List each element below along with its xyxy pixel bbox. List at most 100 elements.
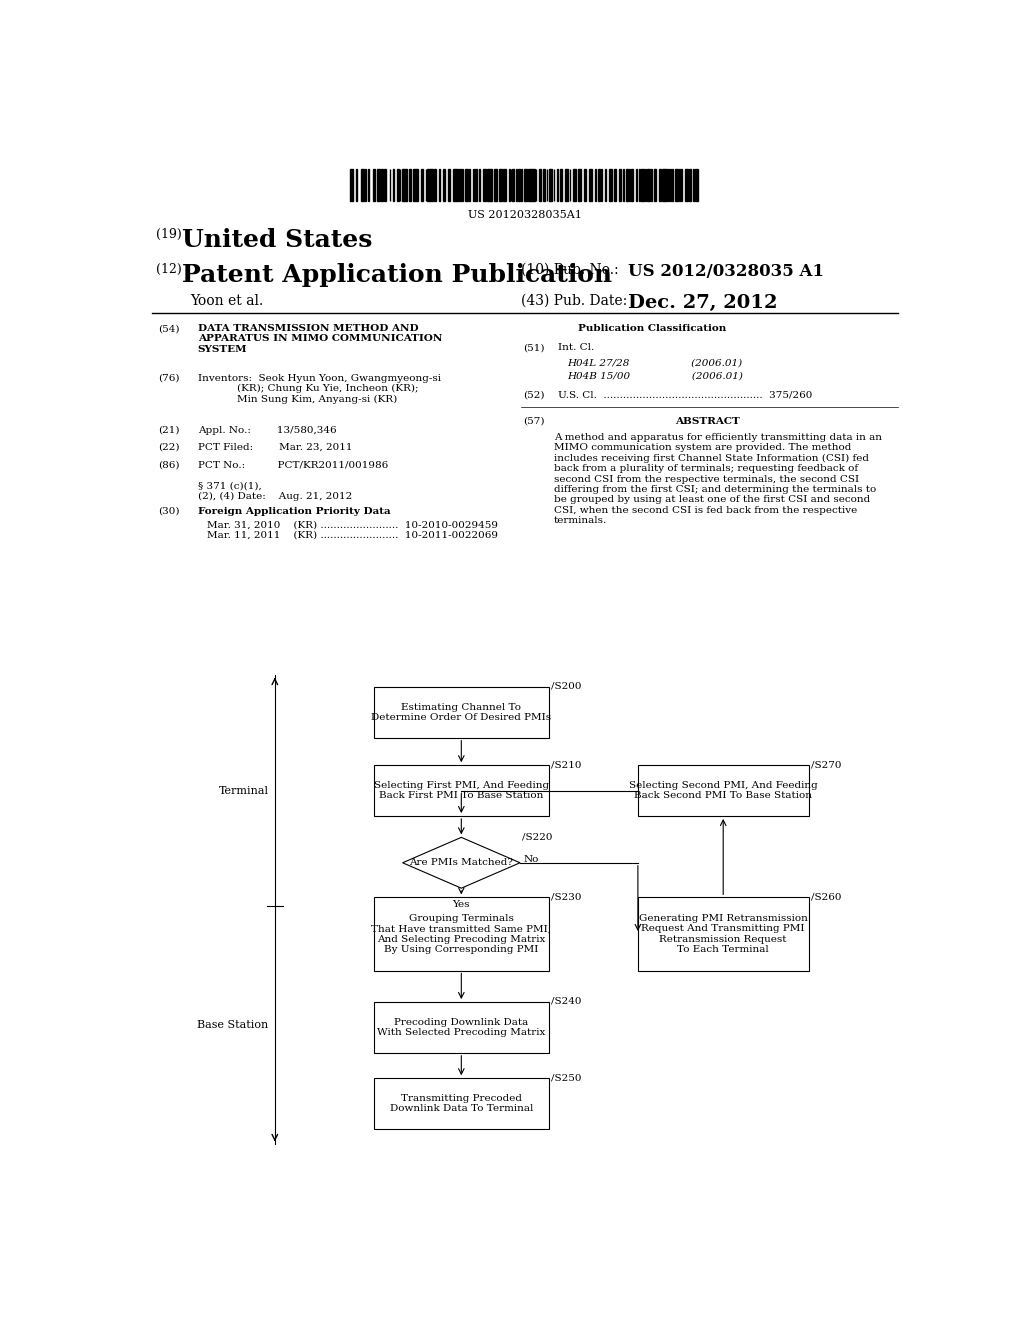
Text: (22): (22) xyxy=(158,444,179,451)
FancyBboxPatch shape xyxy=(374,1078,549,1129)
Bar xyxy=(658,169,662,201)
Bar xyxy=(421,169,423,201)
Text: Inventors:  Seok Hyun Yoon, Gwangmyeong-si
            (KR); Chung Ku Yie, Inche: Inventors: Seok Hyun Yoon, Gwangmyeong-s… xyxy=(198,374,441,404)
Bar xyxy=(639,169,640,201)
Bar xyxy=(529,169,531,201)
Text: /S270: /S270 xyxy=(811,760,842,770)
Text: No: No xyxy=(523,854,539,863)
Text: (52): (52) xyxy=(523,391,545,399)
FancyBboxPatch shape xyxy=(374,1002,549,1053)
Bar xyxy=(368,169,370,201)
Bar xyxy=(410,169,411,201)
FancyBboxPatch shape xyxy=(638,898,809,970)
Text: (21): (21) xyxy=(158,426,179,434)
Text: A method and apparatus for efficiently transmitting data in an
MIMO communicatio: A method and apparatus for efficiently t… xyxy=(554,433,882,525)
Bar xyxy=(381,169,383,201)
Bar xyxy=(427,169,430,201)
Bar xyxy=(598,169,600,201)
Bar xyxy=(518,169,520,201)
Bar xyxy=(416,169,418,201)
Text: (43) Pub. Date:: (43) Pub. Date: xyxy=(521,293,627,308)
Bar xyxy=(365,169,367,201)
Bar xyxy=(373,169,375,201)
Text: United States: United States xyxy=(182,227,373,252)
Bar xyxy=(523,169,526,201)
Bar xyxy=(675,169,679,201)
Text: Int. Cl.: Int. Cl. xyxy=(558,343,594,352)
Bar xyxy=(512,169,514,201)
Text: Publication Classification: Publication Classification xyxy=(578,325,726,333)
Bar xyxy=(447,169,450,201)
FancyBboxPatch shape xyxy=(374,766,549,816)
Bar xyxy=(456,169,458,201)
Bar xyxy=(572,169,575,201)
Text: Base Station: Base Station xyxy=(198,1020,268,1031)
Text: (19): (19) xyxy=(156,227,181,240)
Text: Precoding Downlink Data
With Selected Precoding Matrix: Precoding Downlink Data With Selected Pr… xyxy=(377,1018,546,1038)
Bar xyxy=(516,169,517,201)
Bar xyxy=(483,169,486,201)
Text: Are PMIs Matched?: Are PMIs Matched? xyxy=(410,858,513,867)
Text: /S260: /S260 xyxy=(811,892,842,902)
Bar xyxy=(647,169,649,201)
Bar xyxy=(414,169,416,201)
FancyBboxPatch shape xyxy=(638,766,809,816)
Bar xyxy=(695,169,698,201)
Text: U.S. Cl.  .................................................  375/260: U.S. Cl. ...............................… xyxy=(558,391,812,399)
Bar xyxy=(430,169,433,201)
Text: /S230: /S230 xyxy=(551,892,582,902)
Text: DATA TRANSMISSION METHOD AND
APPARATUS IN MIMO COMMUNICATION
SYSTEM: DATA TRANSMISSION METHOD AND APPARATUS I… xyxy=(198,325,442,354)
Bar xyxy=(503,169,506,201)
Text: /S220: /S220 xyxy=(522,833,553,841)
Bar xyxy=(595,169,596,201)
Text: H04B 15/00                   (2006.01): H04B 15/00 (2006.01) xyxy=(567,372,743,381)
Text: PCT No.:          PCT/KR2011/001986

§ 371 (c)(1),
(2), (4) Date:    Aug. 21, 20: PCT No.: PCT/KR2011/001986 § 371 (c)(1),… xyxy=(198,461,388,500)
Text: (76): (76) xyxy=(158,374,179,383)
Text: Selecting Second PMI, And Feeding
Back Second PMI To Base Station: Selecting Second PMI, And Feeding Back S… xyxy=(629,781,817,800)
Text: /S250: /S250 xyxy=(551,1073,582,1082)
Polygon shape xyxy=(402,837,520,888)
Bar xyxy=(402,169,403,201)
Bar xyxy=(500,169,503,201)
Text: PCT Filed:        Mar. 23, 2011: PCT Filed: Mar. 23, 2011 xyxy=(198,444,352,451)
Bar xyxy=(355,169,357,201)
Text: US 20120328035A1: US 20120328035A1 xyxy=(468,210,582,220)
Bar xyxy=(540,169,541,201)
Bar xyxy=(549,169,552,201)
FancyBboxPatch shape xyxy=(374,898,549,970)
Bar xyxy=(565,169,568,201)
Bar xyxy=(663,169,664,201)
Bar xyxy=(453,169,455,201)
Text: Mar. 31, 2010    (KR) ........................  10-2010-0029459
Mar. 11, 2011   : Mar. 31, 2010 (KR) .....................… xyxy=(207,520,499,540)
Text: Generating PMI Retransmission
Request And Transmitting PMI
Retransmission Reques: Generating PMI Retransmission Request An… xyxy=(639,913,808,954)
Bar xyxy=(532,169,535,201)
Bar xyxy=(442,169,445,201)
Text: Selecting First PMI, And Feeding
Back First PMI To Base Station: Selecting First PMI, And Feeding Back Fi… xyxy=(374,781,549,800)
Text: (12): (12) xyxy=(156,263,181,276)
Bar xyxy=(459,169,461,201)
Bar xyxy=(487,169,490,201)
FancyBboxPatch shape xyxy=(374,686,549,738)
Text: /S210: /S210 xyxy=(551,760,582,770)
Bar xyxy=(350,169,352,201)
Text: Dec. 27, 2012: Dec. 27, 2012 xyxy=(628,293,777,312)
Bar xyxy=(629,169,630,201)
Bar xyxy=(544,169,545,201)
Text: (30): (30) xyxy=(158,507,179,516)
Text: Terminal: Terminal xyxy=(218,785,268,796)
Bar xyxy=(384,169,386,201)
Text: (57): (57) xyxy=(523,417,545,425)
Text: /S240: /S240 xyxy=(551,997,582,1006)
Bar xyxy=(609,169,611,201)
Bar xyxy=(618,169,622,201)
Bar xyxy=(645,169,646,201)
Text: Patent Application Publication: Patent Application Publication xyxy=(182,263,612,286)
Bar xyxy=(614,169,616,201)
Text: US 2012/0328035 A1: US 2012/0328035 A1 xyxy=(628,263,824,280)
Bar xyxy=(689,169,691,201)
Text: Yoon et al.: Yoon et al. xyxy=(189,293,263,308)
Bar xyxy=(377,169,380,201)
Text: (10) Pub. No.:: (10) Pub. No.: xyxy=(521,263,618,277)
Bar xyxy=(404,169,407,201)
Bar xyxy=(631,169,633,201)
